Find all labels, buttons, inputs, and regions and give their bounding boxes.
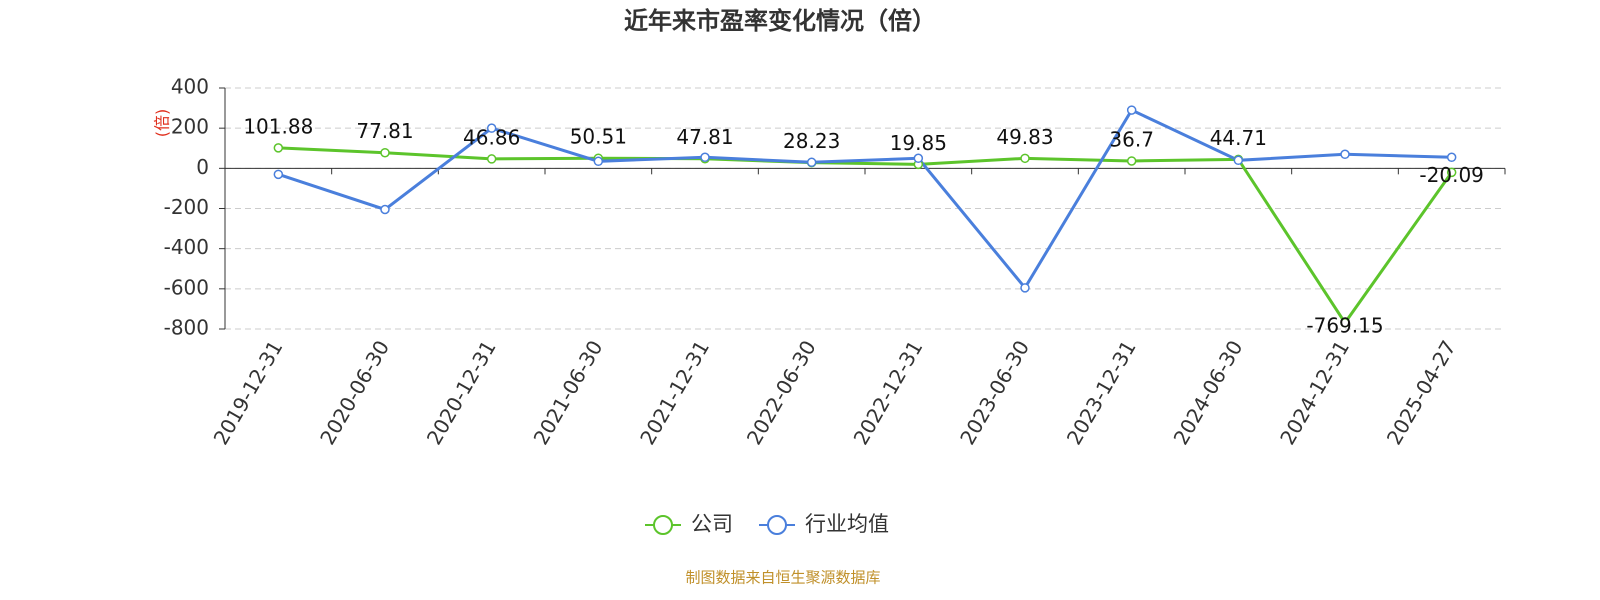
legend-marker — [767, 515, 787, 535]
data-label: 101.88 — [243, 114, 313, 138]
x-tick-label: 2020-12-31 — [422, 336, 501, 449]
data-point — [593, 156, 604, 167]
data-label: 36.7 — [1109, 127, 1154, 151]
data-label: 44.71 — [1210, 126, 1267, 150]
source-note: 制图数据来自恒生聚源数据库 — [685, 569, 880, 587]
y-tick-label: -600 — [164, 275, 209, 299]
chart-title: 近年来市盈率变化情况（倍） — [624, 7, 936, 35]
x-tick-label: 2020-06-30 — [315, 336, 394, 449]
data-point — [486, 123, 497, 133]
data-point — [806, 157, 817, 168]
legend-marker — [653, 515, 673, 535]
data-point — [1446, 167, 1457, 178]
data-point — [1446, 152, 1457, 163]
y-tick-label: 400 — [171, 75, 209, 99]
x-tick-label: 2023-12-31 — [1062, 336, 1141, 449]
series-line — [277, 108, 1452, 291]
data-point — [380, 204, 390, 215]
x-tick-label: 2025-04-27 — [1382, 336, 1461, 449]
data-label: 77.81 — [356, 119, 413, 143]
data-label: 28.23 — [783, 129, 840, 153]
data-point — [1020, 153, 1030, 164]
data-point — [913, 153, 924, 164]
legend-label: 行业均值 — [805, 512, 889, 536]
x-tick-label: 2022-06-30 — [742, 336, 821, 449]
data-point — [380, 147, 390, 158]
x-tick-label: 2024-12-31 — [1275, 336, 1354, 449]
y-tick-label: 0 — [196, 155, 209, 179]
data-point — [1340, 149, 1350, 160]
x-tick-label: 2023-06-30 — [955, 336, 1034, 449]
data-label: 19.85 — [890, 131, 947, 155]
data-point — [273, 169, 284, 180]
y-tick-label: 200 — [171, 115, 209, 139]
x-tick-label: 2024-06-30 — [1169, 336, 1248, 449]
data-point — [1340, 318, 1350, 328]
data-label: 46.86 — [463, 125, 520, 149]
y-tick-label: -800 — [164, 316, 209, 340]
data-point — [700, 152, 710, 163]
y-tick-label: -200 — [164, 195, 209, 219]
data-point — [1126, 156, 1137, 166]
data-point — [1126, 105, 1137, 115]
y-axis-label: (倍) — [153, 109, 172, 138]
data-point — [1020, 283, 1030, 293]
y-tick-label: -400 — [164, 235, 209, 259]
series-line — [278, 146, 1453, 326]
data-point — [273, 143, 284, 153]
x-tick-label: 2022-12-31 — [849, 336, 928, 449]
data-label: 49.83 — [996, 125, 1053, 149]
x-tick-label: 2021-12-31 — [635, 336, 714, 449]
data-point — [1233, 155, 1244, 166]
x-tick-label: 2019-12-31 — [209, 336, 288, 449]
legend-label: 公司 — [691, 512, 733, 536]
data-label: -20.09 — [1419, 163, 1483, 187]
data-label: 50.51 — [570, 125, 627, 149]
data-label: -769.15 — [1306, 313, 1383, 337]
data-point — [486, 154, 497, 164]
x-tick-label: 2021-06-30 — [529, 336, 608, 449]
data-label: 47.81 — [676, 125, 733, 149]
